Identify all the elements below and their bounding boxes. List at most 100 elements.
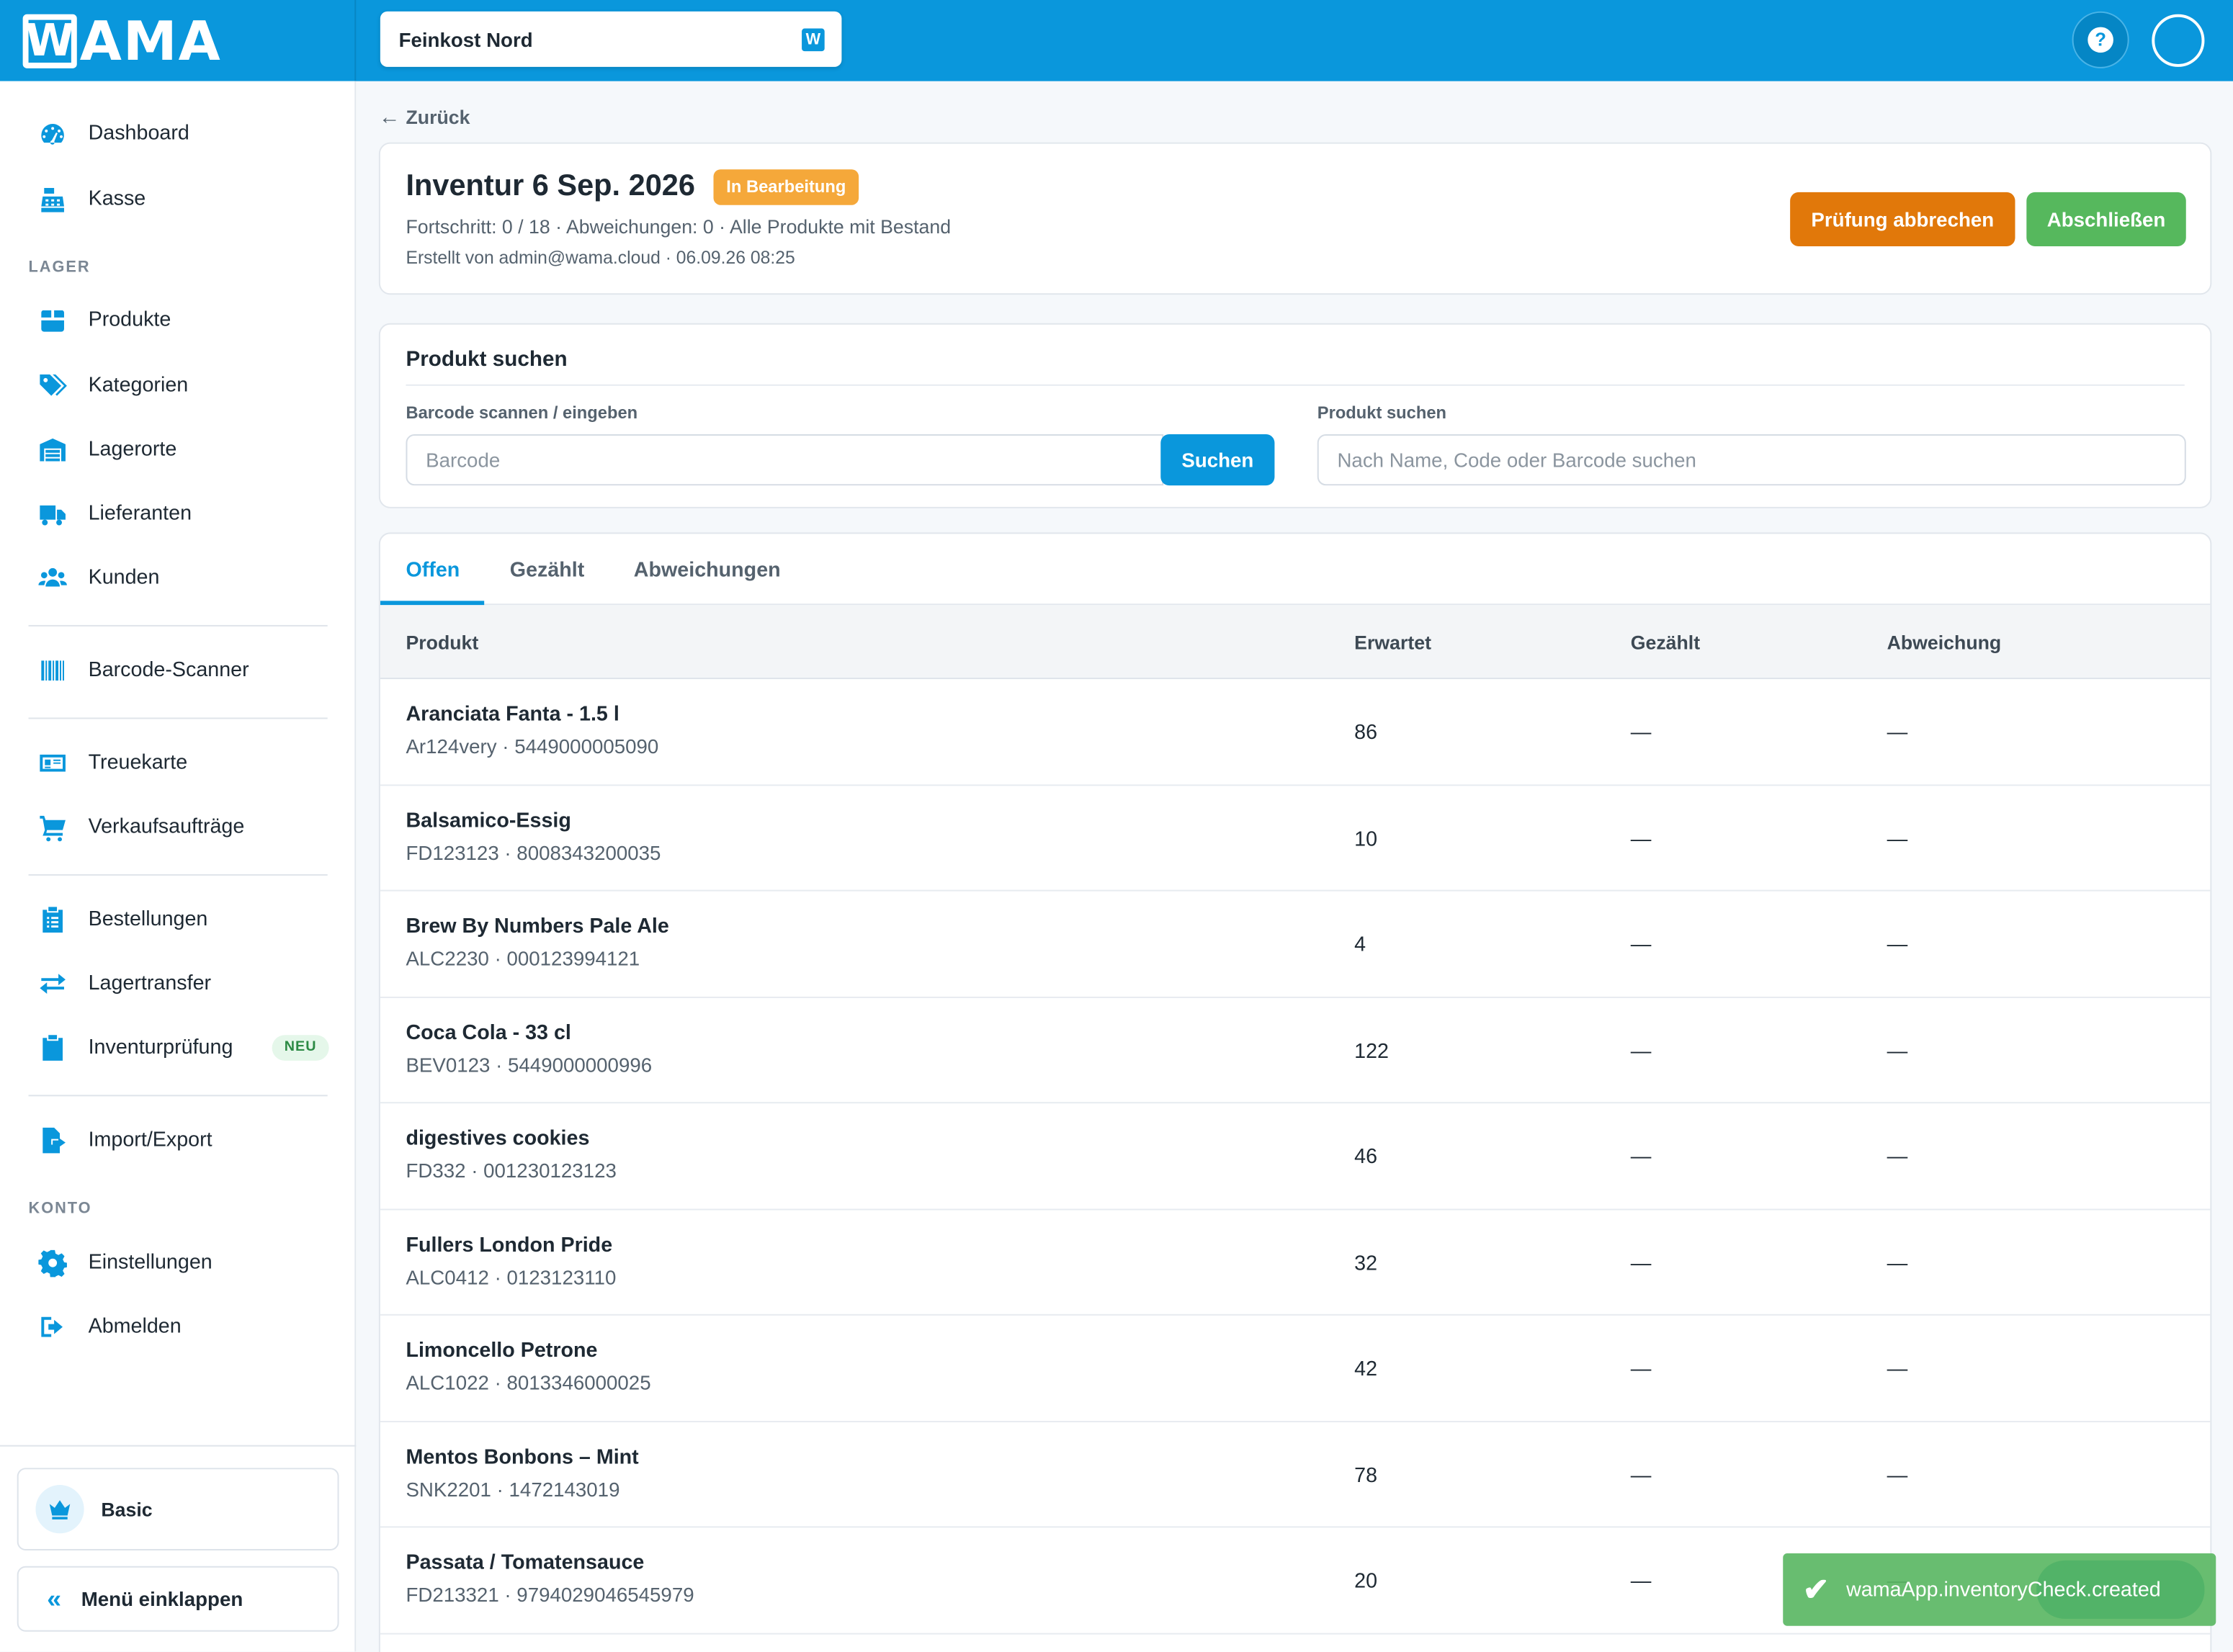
search-button[interactable]: Suchen bbox=[1160, 434, 1275, 486]
counted-value: — bbox=[1630, 1146, 1652, 1170]
barcode-input[interactable]: Barcode bbox=[406, 434, 1164, 486]
abort-check-button[interactable]: Prüfung abbrechen bbox=[1790, 192, 2015, 247]
sidebar-item-kategorien[interactable]: Kategorien bbox=[0, 357, 356, 414]
counted-value: — bbox=[1630, 1570, 1652, 1594]
product-code: Ar124very · 5449000005090 bbox=[406, 735, 659, 758]
table-header: Produkt Erwartet Gezählt Abweichung bbox=[380, 605, 2211, 680]
table-row[interactable]: Limoncello Petrone ALC1022 · 80133460000… bbox=[380, 1316, 2211, 1422]
deviation-value: — bbox=[1887, 1464, 1908, 1488]
expected-value: 20 bbox=[1354, 1570, 1378, 1594]
table-row[interactable]: Balsamico-Essig FD123123 · 8008343200035… bbox=[380, 785, 2211, 892]
product-search-card: Produkt suchen Barcode scannen / eingebe… bbox=[378, 323, 2212, 508]
product-search-label: Produkt suchen bbox=[1317, 403, 1447, 423]
status-badge: In Bearbeitung bbox=[713, 169, 859, 205]
sidebar-item-kunden[interactable]: Kunden bbox=[0, 549, 356, 606]
card-divider bbox=[406, 384, 2185, 386]
active-tab-indicator bbox=[380, 601, 485, 606]
expected-value: 4 bbox=[1354, 933, 1366, 957]
sidebar-item-abmelden[interactable]: Abmelden bbox=[0, 1298, 356, 1355]
table-row[interactable]: digestives cookies FD332 · 001230123123 … bbox=[380, 1103, 2211, 1210]
deviation-value: — bbox=[1887, 1146, 1908, 1170]
sidebar-item-import-export[interactable]: Import/Export bbox=[0, 1112, 356, 1169]
store-selector[interactable]: Feinkost Nord W bbox=[380, 11, 842, 67]
table-row[interactable]: Mentos Bonbons – Mint SNK2201 · 14721430… bbox=[380, 1422, 2211, 1528]
back-label: Zurück bbox=[406, 107, 470, 128]
store-name: Feinkost Nord bbox=[398, 27, 533, 51]
counted-value: — bbox=[1630, 827, 1652, 851]
deviation-value: — bbox=[1887, 1252, 1908, 1275]
new-badge: NEU bbox=[272, 1035, 329, 1061]
id-card-icon bbox=[37, 748, 68, 778]
product-name: Mentos Bonbons – Mint bbox=[406, 1445, 639, 1469]
tab-gezaehlt[interactable]: Gezählt bbox=[509, 559, 585, 583]
cash-register-icon bbox=[37, 184, 68, 215]
sidebar-item-lieferanten[interactable]: Lieferanten bbox=[0, 485, 356, 542]
help-button[interactable]: ? bbox=[2072, 11, 2129, 68]
crown-icon bbox=[35, 1485, 84, 1534]
deviation-value: — bbox=[1887, 933, 1908, 957]
sidebar-item-inventurpruefung[interactable]: Inventurprüfung bbox=[0, 1020, 356, 1077]
product-code: FD213321 · 9794029046545979 bbox=[406, 1583, 694, 1607]
column-header-produkt[interactable]: Produkt bbox=[406, 632, 479, 654]
plan-card[interactable]: Basic bbox=[17, 1468, 339, 1550]
tab-abweichungen[interactable]: Abweichungen bbox=[633, 559, 781, 583]
section-konto: KONTO bbox=[28, 1200, 92, 1218]
expected-value: 32 bbox=[1354, 1252, 1378, 1275]
sidebar-item-label: Einstellungen bbox=[88, 1251, 212, 1275]
sidebar-item-verkaufsauftraege[interactable]: Verkaufsaufträge bbox=[0, 799, 356, 856]
created-info: Erstellt von admin@wama.cloud · 06.09.26… bbox=[406, 248, 795, 268]
success-toast[interactable]: ✔ wamaApp.inventoryCheck.created bbox=[1783, 1553, 2216, 1626]
sidebar-item-lagerorte[interactable]: Lagerorte bbox=[0, 421, 356, 478]
tab-bar: Offen Gezählt Abweichungen bbox=[380, 534, 2211, 606]
gear-icon bbox=[37, 1247, 68, 1278]
column-header-erwartet[interactable]: Erwartet bbox=[1354, 632, 1431, 654]
column-header-gezaehlt[interactable]: Gezählt bbox=[1630, 632, 1701, 654]
sidebar-item-dashboard[interactable]: Dashboard bbox=[0, 105, 356, 162]
sidebar-item-einstellungen[interactable]: Einstellungen bbox=[0, 1234, 356, 1291]
finish-button[interactable]: Abschließen bbox=[2026, 192, 2186, 247]
product-name: Fullers London Pride bbox=[406, 1234, 613, 1257]
product-code: SNK2201 · 1472143019 bbox=[406, 1477, 620, 1500]
table-row[interactable]: Brew By Numbers Pale Ale ALC2230 · 00012… bbox=[380, 892, 2211, 997]
sidebar-item-treuekarte[interactable]: Treuekarte bbox=[0, 735, 356, 791]
search-card-title: Produkt suchen bbox=[406, 347, 568, 372]
sidebar: Dashboard Kasse LAGER Produkte Kategorie… bbox=[0, 81, 357, 1652]
table-row[interactable]: Coca Cola - 33 cl BEV0123 · 544900000099… bbox=[380, 997, 2211, 1104]
sidebar-item-barcode-scanner[interactable]: Barcode-Scanner bbox=[0, 642, 356, 699]
barcode-icon bbox=[37, 655, 68, 686]
sidebar-item-bestellungen[interactable]: Bestellungen bbox=[0, 892, 356, 948]
user-avatar[interactable] bbox=[2152, 14, 2205, 67]
product-code: ALC1022 · 8013346000025 bbox=[406, 1370, 651, 1394]
table-row[interactable]: Aranciata Fanta - 1.5 l Ar124very · 5449… bbox=[380, 679, 2211, 786]
sidebar-item-label: Bestellungen bbox=[88, 908, 208, 931]
column-header-abweichung[interactable]: Abweichung bbox=[1887, 632, 2002, 654]
double-chevron-left-icon: « bbox=[47, 1584, 62, 1612]
sidebar-divider bbox=[28, 1095, 328, 1097]
warehouse-icon bbox=[37, 434, 68, 465]
back-link[interactable]: ← Zurück bbox=[379, 105, 470, 130]
sidebar-divider bbox=[28, 624, 328, 627]
product-code: ALC0412 · 0123123110 bbox=[406, 1265, 617, 1288]
collapse-menu-button[interactable]: « Menü einklappen bbox=[17, 1566, 339, 1632]
counted-value: — bbox=[1630, 1040, 1652, 1063]
product-code: FD123123 · 8008343200035 bbox=[406, 840, 661, 864]
barcode-label: Barcode scannen / eingeben bbox=[406, 403, 638, 423]
product-table-card: Offen Gezählt Abweichungen Produkt Erwar… bbox=[378, 532, 2212, 1652]
arrow-left-icon: ← bbox=[378, 105, 400, 130]
sidebar-item-produkte[interactable]: Produkte bbox=[0, 292, 356, 349]
tab-offen[interactable]: Offen bbox=[406, 559, 460, 583]
expected-value: 42 bbox=[1354, 1358, 1378, 1381]
table-row[interactable]: Fullers London Pride ALC0412 · 012312311… bbox=[380, 1209, 2211, 1316]
product-search-input[interactable]: Nach Name, Code oder Barcode suchen bbox=[1317, 434, 2186, 486]
product-name: Aranciata Fanta - 1.5 l bbox=[406, 703, 619, 727]
sidebar-item-kasse[interactable]: Kasse bbox=[0, 171, 356, 228]
logo-area[interactable]: W AMA bbox=[0, 0, 357, 81]
transfer-icon bbox=[37, 968, 68, 999]
product-name: Passata / Tomatensauce bbox=[406, 1551, 645, 1575]
file-export-icon bbox=[37, 1125, 68, 1156]
toast-message: wamaApp.inventoryCheck.created bbox=[1846, 1578, 2161, 1602]
sidebar-item-lagertransfer[interactable]: Lagertransfer bbox=[0, 956, 356, 1013]
sidebar-item-label: Lagertransfer bbox=[88, 972, 212, 995]
deviation-value: — bbox=[1887, 1358, 1908, 1381]
